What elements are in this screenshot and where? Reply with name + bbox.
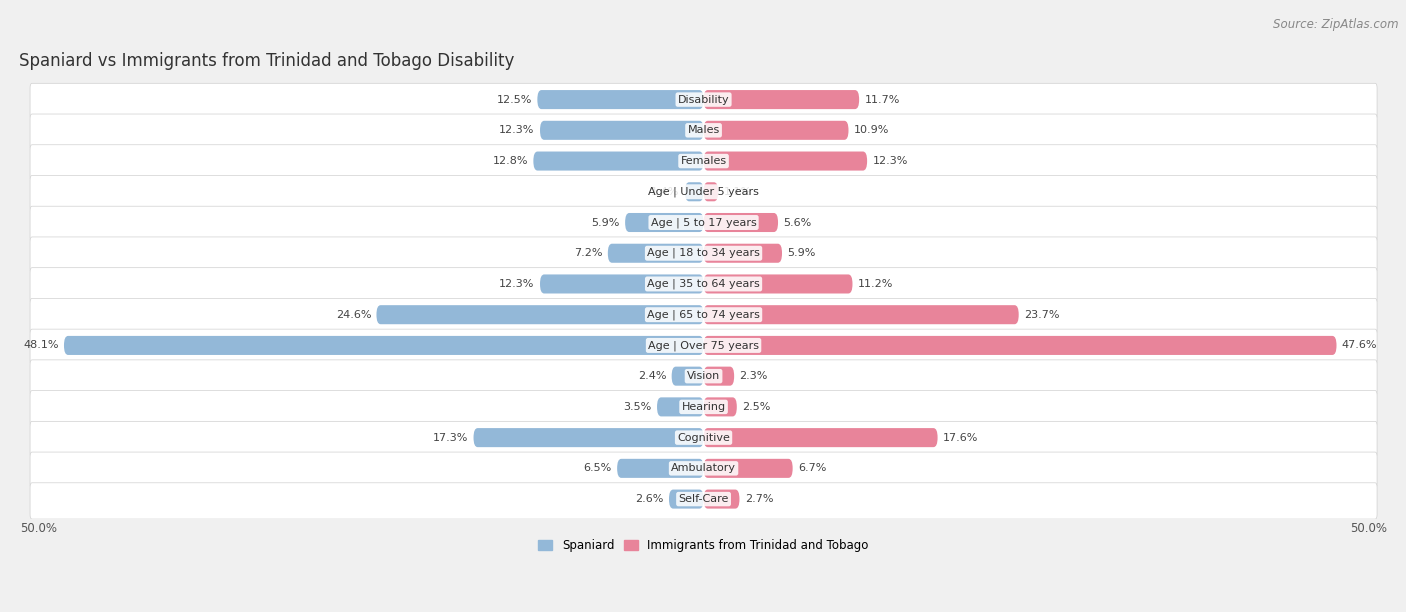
Text: 2.5%: 2.5% — [742, 402, 770, 412]
Text: Age | 65 to 74 years: Age | 65 to 74 years — [647, 310, 761, 320]
FancyBboxPatch shape — [540, 121, 703, 140]
Text: 12.8%: 12.8% — [492, 156, 529, 166]
Text: 10.9%: 10.9% — [853, 125, 889, 135]
FancyBboxPatch shape — [30, 114, 1376, 151]
Text: 5.9%: 5.9% — [592, 217, 620, 228]
Text: 12.3%: 12.3% — [873, 156, 908, 166]
Text: 6.7%: 6.7% — [799, 463, 827, 473]
Text: 47.6%: 47.6% — [1341, 340, 1378, 351]
FancyBboxPatch shape — [703, 90, 859, 109]
FancyBboxPatch shape — [703, 244, 782, 263]
FancyBboxPatch shape — [30, 483, 1376, 519]
Text: 12.3%: 12.3% — [499, 125, 534, 135]
Text: 2.7%: 2.7% — [745, 494, 773, 504]
Text: 7.2%: 7.2% — [574, 248, 603, 258]
Text: Age | 5 to 17 years: Age | 5 to 17 years — [651, 217, 756, 228]
Text: Vision: Vision — [688, 371, 720, 381]
FancyBboxPatch shape — [703, 152, 868, 171]
FancyBboxPatch shape — [63, 336, 703, 355]
FancyBboxPatch shape — [533, 152, 703, 171]
FancyBboxPatch shape — [30, 452, 1376, 488]
Text: Source: ZipAtlas.com: Source: ZipAtlas.com — [1274, 18, 1399, 31]
FancyBboxPatch shape — [30, 267, 1376, 304]
Text: Cognitive: Cognitive — [678, 433, 730, 442]
FancyBboxPatch shape — [30, 299, 1376, 335]
FancyBboxPatch shape — [703, 213, 778, 232]
FancyBboxPatch shape — [703, 182, 718, 201]
FancyBboxPatch shape — [672, 367, 703, 386]
Text: 2.6%: 2.6% — [636, 494, 664, 504]
Text: Females: Females — [681, 156, 727, 166]
FancyBboxPatch shape — [703, 459, 793, 478]
Text: Age | Under 5 years: Age | Under 5 years — [648, 187, 759, 197]
FancyBboxPatch shape — [703, 336, 1337, 355]
FancyBboxPatch shape — [30, 360, 1376, 396]
FancyBboxPatch shape — [703, 274, 852, 294]
FancyBboxPatch shape — [30, 145, 1376, 181]
FancyBboxPatch shape — [703, 121, 848, 140]
Text: 11.7%: 11.7% — [865, 95, 900, 105]
Legend: Spaniard, Immigrants from Trinidad and Tobago: Spaniard, Immigrants from Trinidad and T… — [533, 535, 873, 557]
FancyBboxPatch shape — [377, 305, 703, 324]
Text: 6.5%: 6.5% — [583, 463, 612, 473]
FancyBboxPatch shape — [30, 329, 1376, 365]
Text: 11.2%: 11.2% — [858, 279, 893, 289]
Text: 1.4%: 1.4% — [651, 187, 679, 197]
Text: 24.6%: 24.6% — [336, 310, 371, 319]
Text: Self-Care: Self-Care — [678, 494, 728, 504]
FancyBboxPatch shape — [30, 83, 1376, 119]
FancyBboxPatch shape — [685, 182, 703, 201]
Text: Males: Males — [688, 125, 720, 135]
Text: 48.1%: 48.1% — [22, 340, 59, 351]
Text: 5.6%: 5.6% — [783, 217, 811, 228]
FancyBboxPatch shape — [30, 206, 1376, 242]
Text: 12.3%: 12.3% — [499, 279, 534, 289]
FancyBboxPatch shape — [669, 490, 703, 509]
Text: Age | Over 75 years: Age | Over 75 years — [648, 340, 759, 351]
Text: 17.3%: 17.3% — [433, 433, 468, 442]
Text: Ambulatory: Ambulatory — [671, 463, 737, 473]
FancyBboxPatch shape — [626, 213, 703, 232]
FancyBboxPatch shape — [703, 428, 938, 447]
FancyBboxPatch shape — [537, 90, 703, 109]
FancyBboxPatch shape — [607, 244, 703, 263]
Text: Age | 35 to 64 years: Age | 35 to 64 years — [647, 278, 759, 289]
FancyBboxPatch shape — [703, 490, 740, 509]
FancyBboxPatch shape — [703, 367, 734, 386]
Text: 2.3%: 2.3% — [740, 371, 768, 381]
FancyBboxPatch shape — [474, 428, 703, 447]
Text: Spaniard vs Immigrants from Trinidad and Tobago Disability: Spaniard vs Immigrants from Trinidad and… — [18, 52, 515, 70]
Text: 3.5%: 3.5% — [623, 402, 652, 412]
FancyBboxPatch shape — [703, 305, 1019, 324]
FancyBboxPatch shape — [30, 390, 1376, 427]
Text: Age | 18 to 34 years: Age | 18 to 34 years — [647, 248, 761, 258]
FancyBboxPatch shape — [30, 421, 1376, 458]
FancyBboxPatch shape — [617, 459, 703, 478]
FancyBboxPatch shape — [540, 274, 703, 294]
Text: 12.5%: 12.5% — [496, 95, 531, 105]
FancyBboxPatch shape — [30, 176, 1376, 212]
Text: Hearing: Hearing — [682, 402, 725, 412]
FancyBboxPatch shape — [30, 237, 1376, 273]
FancyBboxPatch shape — [703, 397, 737, 416]
Text: 5.9%: 5.9% — [787, 248, 815, 258]
Text: Disability: Disability — [678, 95, 730, 105]
Text: 1.1%: 1.1% — [724, 187, 752, 197]
Text: 23.7%: 23.7% — [1024, 310, 1060, 319]
Text: 17.6%: 17.6% — [943, 433, 979, 442]
FancyBboxPatch shape — [657, 397, 703, 416]
Text: 2.4%: 2.4% — [638, 371, 666, 381]
